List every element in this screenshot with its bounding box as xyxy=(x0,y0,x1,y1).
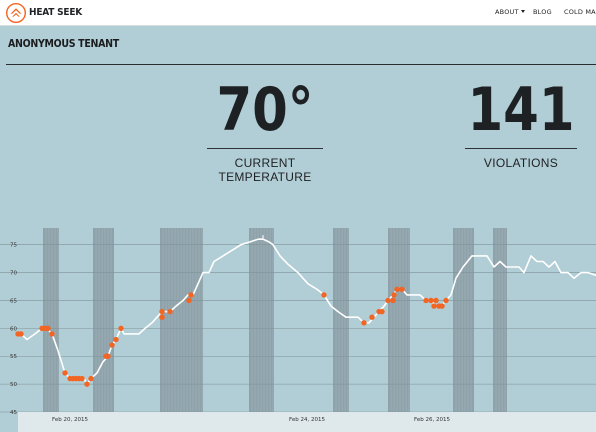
violations-label: VIOLATIONS xyxy=(483,156,559,170)
violation-point xyxy=(45,325,51,332)
navbar: HEAT SEEK ABOUT BLOG COLD MAP xyxy=(0,0,596,26)
flame-house-icon[interactable] xyxy=(6,3,26,23)
violation-point xyxy=(394,286,400,293)
violation-point xyxy=(361,320,367,326)
y-tick-label: 50 xyxy=(10,382,17,388)
violation-point xyxy=(390,297,396,304)
chevron-down-icon xyxy=(520,10,525,13)
current-temperature-label-line1: CURRENT xyxy=(234,156,296,170)
nav-cold-map[interactable]: COLD MAP xyxy=(564,8,596,16)
y-tick-label: 75 xyxy=(10,243,17,249)
y-tick-label: 55 xyxy=(10,354,17,360)
violation-point xyxy=(321,292,327,298)
nav-about-label: ABOUT xyxy=(495,8,519,16)
night-band xyxy=(93,228,114,412)
nav-about[interactable]: ABOUT xyxy=(495,8,525,16)
x-tick-label: Feb 24, 2015 xyxy=(289,417,325,423)
violation-point xyxy=(79,375,85,382)
violation-point xyxy=(159,308,165,315)
y-tick-label: 70 xyxy=(10,271,17,277)
violation-point xyxy=(431,303,437,309)
brand-name[interactable]: HEAT SEEK xyxy=(29,7,83,18)
violation-point xyxy=(391,292,397,298)
violation-point xyxy=(49,331,55,337)
temperature-line xyxy=(18,238,596,385)
violation-point xyxy=(84,381,90,387)
violation-point xyxy=(443,297,449,304)
violation-point xyxy=(118,325,124,332)
violation-point xyxy=(113,336,119,343)
title-divider xyxy=(6,64,596,65)
violation-point xyxy=(433,297,439,304)
violation-point xyxy=(18,331,24,337)
x-axis-strip xyxy=(18,412,596,432)
current-temperature-label-line2: TEMPERATURE xyxy=(218,170,312,184)
violation-point xyxy=(369,314,375,320)
violation-point xyxy=(167,308,173,315)
violation-point xyxy=(109,342,115,348)
violations-divider xyxy=(465,148,577,149)
violation-point xyxy=(62,370,68,376)
current-temperature-divider xyxy=(207,148,323,149)
violation-point xyxy=(105,353,111,359)
y-tick-label: 65 xyxy=(10,298,17,304)
violation-point xyxy=(88,375,94,382)
nav-blog[interactable]: BLOG xyxy=(533,8,552,16)
current-temperature-value: 70° xyxy=(216,75,314,145)
violation-point xyxy=(186,297,192,304)
y-tick-label: 60 xyxy=(10,326,17,332)
violation-point xyxy=(439,303,445,309)
night-band xyxy=(388,228,410,412)
violation-point xyxy=(428,297,434,304)
y-tick-label: 45 xyxy=(10,410,17,416)
current-temperature-label: CURRENT TEMPERATURE xyxy=(200,156,330,184)
violation-point xyxy=(379,308,385,315)
x-tick-label: Feb 26, 2015 xyxy=(414,417,450,423)
violation-point xyxy=(385,297,391,304)
x-tick-label: Feb 20, 2015 xyxy=(52,417,88,423)
violation-point xyxy=(399,286,405,293)
violation-point xyxy=(159,314,165,320)
violations-value: 141 xyxy=(467,75,575,145)
violation-point xyxy=(423,297,429,304)
violation-point xyxy=(188,292,194,298)
night-band xyxy=(493,228,507,412)
page-title: ANONYMOUS TENANT xyxy=(8,38,119,50)
